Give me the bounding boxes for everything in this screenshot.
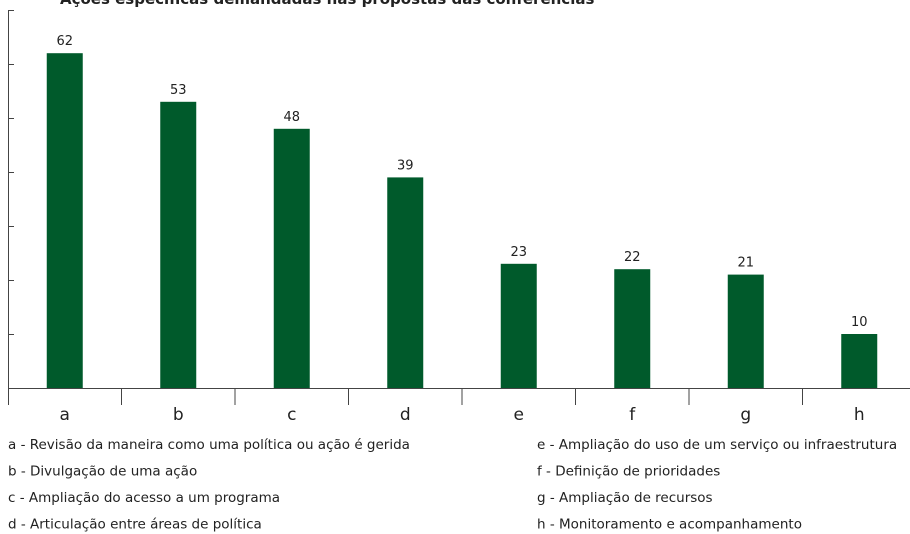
bar [727,274,764,388]
legend-entry: f - Definição de prioridades [537,464,720,480]
x-tick-label: h [854,405,865,425]
data-label: 48 [283,110,300,125]
chart-title: Ações específicas demandadas nas propost… [60,0,594,8]
legend-entry: a - Revisão da maneira como uma política… [8,437,410,453]
bar [46,53,83,388]
legend-entry: g - Ampliação de recursos [537,490,713,506]
data-label: 21 [737,256,754,271]
data-label: 53 [170,83,187,98]
legend-entry: b - Divulgação de uma ação [8,464,197,480]
bar [160,101,197,389]
bar [614,269,651,388]
x-tick-label: d [400,405,411,425]
x-tick-label: a [60,405,70,425]
legend-entry: e - Ampliação do uso de um serviço ou in… [537,437,897,453]
data-label: 39 [397,158,414,173]
data-label: 23 [510,245,527,260]
legend-entry: c - Ampliação do acesso a um programa [8,490,280,506]
data-label: 10 [851,315,868,330]
bar [500,263,537,388]
x-tick-label: f [629,405,636,425]
legend-entry: d - Articulação entre áreas de política [8,517,262,533]
x-tick-label: b [173,405,184,425]
bar [841,334,878,388]
legend-entry: h - Monitoramento e acompanhamento [537,517,802,533]
data-label: 62 [56,34,73,49]
x-tick-label: c [287,405,296,425]
x-tick-label: g [740,405,751,425]
x-tick-label: e [514,405,524,425]
data-label: 22 [624,250,641,265]
bar [273,128,310,389]
bar [387,177,424,388]
